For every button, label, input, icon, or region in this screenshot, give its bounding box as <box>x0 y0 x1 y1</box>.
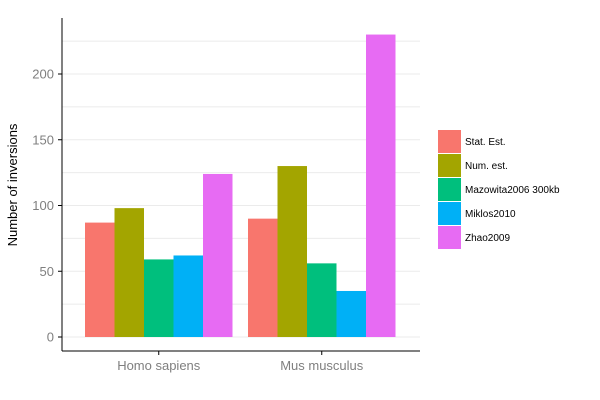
legend-key <box>438 226 461 249</box>
bar-homo-sapiens-mazowita2006-300kb <box>144 259 174 337</box>
y-tick-label: 0 <box>47 330 54 345</box>
x-tick-label: Homo sapiens <box>117 358 201 373</box>
y-tick-label: 200 <box>32 67 54 82</box>
legend-label: Miklos2010 <box>465 209 516 220</box>
y-tick-label: 100 <box>32 198 54 213</box>
legend-label: Stat. Est. <box>465 137 506 148</box>
bar-mus-musculus-num-est- <box>277 166 307 337</box>
bar-homo-sapiens-num-est- <box>114 208 144 337</box>
y-axis-title: Number of inversions <box>5 123 20 246</box>
bar-homo-sapiens-miklos2010 <box>173 255 203 337</box>
legend-label: Mazowita2006 300kb <box>465 185 560 196</box>
legend-key <box>438 202 461 225</box>
bar-mus-musculus-stat-est- <box>248 218 278 337</box>
legend: Stat. Est. Num. est. Mazowita2006 300kb Mik… <box>438 130 560 249</box>
legend-key <box>438 130 461 153</box>
bar-mus-musculus-miklos2010 <box>336 290 366 337</box>
x-tick-label: Mus musculus <box>280 358 364 373</box>
bar-mus-musculus-mazowita2006-300kb <box>307 263 337 337</box>
y-tick-label: 50 <box>40 264 54 279</box>
y-ticks: 0 50 100 150 200 <box>32 67 62 345</box>
legend-label: Zhao2009 <box>465 233 510 244</box>
x-ticks: Homo sapiens Mus musculus <box>117 351 364 373</box>
bars-layer <box>85 34 396 338</box>
legend-key <box>438 178 461 201</box>
y-tick-label: 150 <box>32 132 54 147</box>
legend-key <box>438 154 461 177</box>
legend-label: Num. est. <box>465 161 508 172</box>
bar-mus-musculus-zhao2009 <box>366 34 396 338</box>
bar-homo-sapiens-zhao2009 <box>203 173 233 337</box>
bar-homo-sapiens-stat-est- <box>85 222 115 337</box>
